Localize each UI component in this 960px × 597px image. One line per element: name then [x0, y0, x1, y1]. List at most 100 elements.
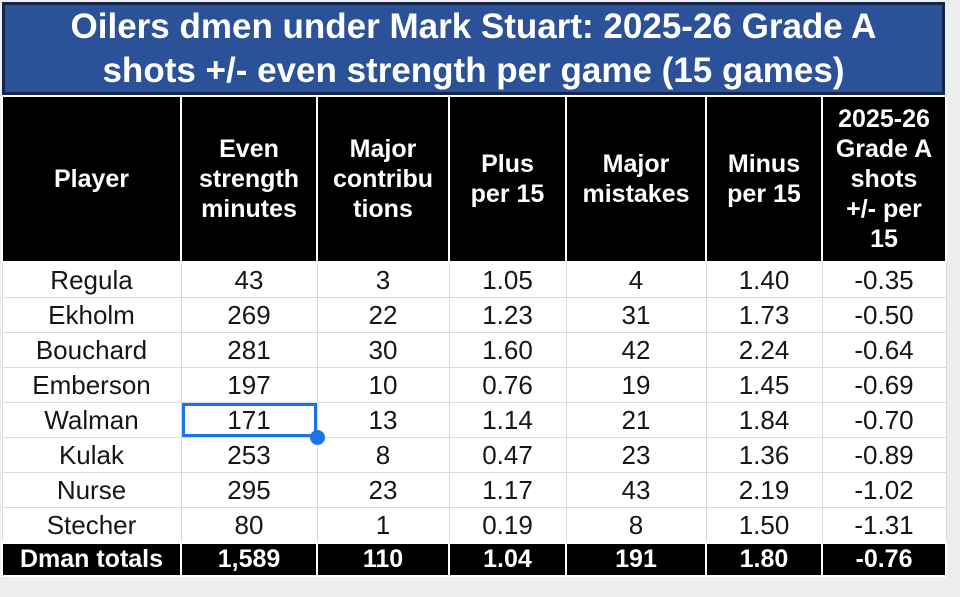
- table-cell[interactable]: 3: [316, 261, 450, 298]
- table-cell[interactable]: 1.05: [448, 261, 567, 298]
- table-cell[interactable]: 22: [316, 297, 450, 333]
- cell-value: -1.02: [854, 474, 914, 505]
- table-cell[interactable]: 1.84: [705, 402, 823, 438]
- table-row: Kulak 253 8 0.47 23 1.36 -0.89: [1, 437, 947, 473]
- table-cell[interactable]: 269: [180, 297, 318, 333]
- cell-value: 1.17: [482, 474, 533, 505]
- table-cell[interactable]: 1.40: [705, 261, 823, 298]
- table-cell[interactable]: 23: [316, 472, 450, 508]
- selected-cell[interactable]: 171: [180, 402, 325, 445]
- table-cell[interactable]: 43: [565, 472, 707, 508]
- table-cell[interactable]: 8: [565, 507, 707, 544]
- table-cell[interactable]: 80: [180, 507, 318, 544]
- table-cell[interactable]: 13: [316, 402, 450, 438]
- table-cell[interactable]: 4: [565, 261, 707, 298]
- table-cell[interactable]: 1.73: [705, 297, 823, 333]
- table-cell[interactable]: Stecher: [1, 507, 182, 544]
- table-cell[interactable]: 30: [316, 332, 450, 368]
- table-cell[interactable]: 31: [565, 297, 707, 333]
- cell-value: 1.05: [482, 264, 533, 295]
- table-row: Ekholm 269 22 1.23 31 1.73 -0.50: [1, 297, 947, 333]
- column-header-2[interactable]: Major contribu tions: [316, 95, 450, 263]
- cell-value: 19: [621, 369, 651, 400]
- cell-value: 30: [368, 334, 398, 365]
- totals-cell[interactable]: 1,589: [180, 542, 318, 577]
- table-cell[interactable]: Ekholm: [1, 297, 182, 333]
- table-cell[interactable]: Bouchard: [1, 332, 182, 368]
- column-header-3[interactable]: Plus per 15: [448, 95, 567, 263]
- table-cell[interactable]: 43: [180, 261, 318, 298]
- cell-value: 1.60: [482, 334, 533, 365]
- table-cell[interactable]: 0.47: [448, 437, 567, 473]
- table-cell[interactable]: 1: [316, 507, 450, 544]
- cell-value: -0.50: [854, 299, 914, 330]
- table-cell[interactable]: 8: [316, 437, 450, 473]
- cell-value: -0.69: [854, 369, 914, 400]
- table-row: Stecher 80 1 0.19 8 1.50 -1.31: [1, 507, 947, 544]
- table-cell[interactable]: -0.64: [821, 332, 947, 368]
- cell-value: 269: [227, 299, 271, 330]
- table-cell[interactable]: -0.35: [821, 261, 947, 298]
- column-header-5[interactable]: Minus per 15: [705, 95, 823, 263]
- cell-value: 253: [227, 439, 271, 470]
- table-cell[interactable]: 295: [180, 472, 318, 508]
- table-cell[interactable]: -0.50: [821, 297, 947, 333]
- cell-value: 8: [628, 509, 644, 540]
- table-cell[interactable]: 1.23: [448, 297, 567, 333]
- header-row: Player Even strength minutes Major contrib…: [1, 95, 947, 263]
- table-body: Regula 43 3 1.05 4 1.40 -0.35 Ekholm 269 22 1.23 31…: [1, 261, 947, 544]
- table-cell[interactable]: 1.36: [705, 437, 823, 473]
- totals-cell[interactable]: 110: [316, 542, 450, 577]
- table-cell[interactable]: Nurse: [1, 472, 182, 508]
- totals-cell[interactable]: 1.04: [448, 542, 567, 577]
- table-cell[interactable]: -0.70: [821, 402, 947, 438]
- table-cell[interactable]: -0.69: [821, 367, 947, 403]
- cell-value: 1.40: [738, 264, 790, 295]
- table-cell[interactable]: 1.60: [448, 332, 567, 368]
- selection-handle[interactable]: [309, 430, 325, 445]
- table-cell[interactable]: 1.17: [448, 472, 567, 508]
- table-cell[interactable]: Kulak: [1, 437, 182, 473]
- table-cell[interactable]: 0.19: [448, 507, 567, 544]
- table-cell[interactable]: 253: [180, 437, 318, 473]
- table-cell[interactable]: 42: [565, 332, 707, 368]
- cell-value: 1: [375, 509, 391, 540]
- column-header-4[interactable]: Major mistakes: [565, 95, 707, 263]
- table-row: Bouchard 281 30 1.60 42 2.24 -0.64: [1, 332, 947, 368]
- cell-value: 13: [368, 404, 398, 435]
- table-cell[interactable]: 23: [565, 437, 707, 473]
- totals-label-cell[interactable]: Dman totals: [1, 542, 182, 577]
- totals-cell[interactable]: 191: [565, 542, 707, 577]
- table-cell[interactable]: Emberson: [1, 367, 182, 403]
- table-cell[interactable]: 0.76: [448, 367, 567, 403]
- column-header-0[interactable]: Player: [1, 95, 182, 263]
- cell-value: 171: [227, 404, 271, 435]
- column-header-1[interactable]: Even strength minutes: [180, 95, 318, 263]
- table-cell[interactable]: 1.50: [705, 507, 823, 544]
- table-cell[interactable]: 19: [565, 367, 707, 403]
- table-cell[interactable]: Walman: [1, 402, 182, 438]
- totals-cell[interactable]: 1.80: [705, 542, 823, 577]
- table-cell[interactable]: -1.02: [821, 472, 947, 508]
- table-cell[interactable]: Regula: [1, 261, 182, 298]
- table-cell[interactable]: -0.89: [821, 437, 947, 473]
- cell-value: Walman: [44, 404, 139, 435]
- cell-value: 42: [621, 334, 651, 365]
- table-cell[interactable]: 281: [180, 332, 318, 368]
- table-cell[interactable]: 1.45: [705, 367, 823, 403]
- table-cell[interactable]: 197: [180, 367, 318, 403]
- totals-cell[interactable]: -0.76: [821, 542, 947, 577]
- table-cell[interactable]: -1.31: [821, 507, 947, 544]
- table-cell[interactable]: 2.24: [705, 332, 823, 368]
- table-cell[interactable]: 1.14: [448, 402, 567, 438]
- table-cell[interactable]: 21: [565, 402, 707, 438]
- table-cell[interactable]: 2.19: [705, 472, 823, 508]
- cell-value: 10: [368, 369, 398, 400]
- cell-value: 31: [621, 299, 651, 330]
- cell-value: 1.23: [482, 299, 533, 330]
- table-cell[interactable]: 10: [316, 367, 450, 403]
- cell-value: -0.89: [854, 439, 914, 470]
- cell-value: 4: [628, 264, 644, 295]
- column-header-6[interactable]: 2025-26 Grade A shots +/- per 15: [821, 95, 947, 263]
- cell-value: 21: [621, 404, 651, 435]
